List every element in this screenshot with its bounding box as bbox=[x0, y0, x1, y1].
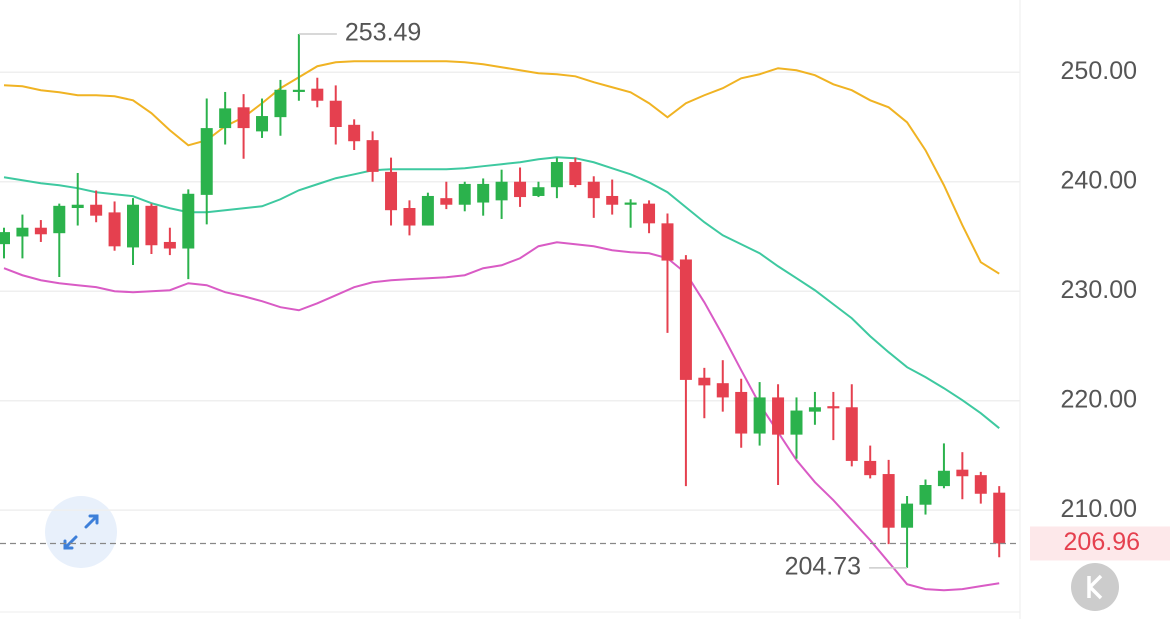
candle-body bbox=[385, 171, 398, 211]
candle-body bbox=[882, 474, 895, 528]
candle-body bbox=[108, 212, 121, 247]
y-tick-label: 240.00 bbox=[1061, 166, 1137, 194]
candle-body bbox=[790, 410, 803, 435]
candle-body bbox=[90, 204, 103, 216]
candle-body bbox=[772, 397, 785, 435]
kline-bg[interactable] bbox=[1071, 563, 1119, 611]
candle-body bbox=[937, 470, 950, 487]
candle-body bbox=[163, 241, 176, 249]
candle-body bbox=[827, 406, 840, 409]
candle-body bbox=[716, 383, 729, 398]
candle-body bbox=[514, 181, 527, 198]
candle-body bbox=[34, 227, 47, 235]
expand-button[interactable] bbox=[45, 496, 117, 568]
candle-body bbox=[735, 391, 748, 434]
candle-body bbox=[993, 492, 1006, 544]
expand-bg[interactable] bbox=[45, 496, 117, 568]
candle-body bbox=[219, 108, 232, 129]
candle-body bbox=[348, 124, 361, 142]
kline-icon[interactable] bbox=[1087, 574, 1103, 600]
kline-button[interactable] bbox=[1071, 563, 1119, 611]
candle-body bbox=[550, 162, 563, 188]
candle-body bbox=[127, 204, 140, 248]
candle-body bbox=[864, 460, 877, 476]
candle-body bbox=[182, 193, 195, 249]
candle-body bbox=[808, 407, 821, 412]
y-tick-label: 210.00 bbox=[1061, 495, 1137, 523]
candle-body bbox=[366, 140, 379, 172]
candle-body bbox=[329, 100, 342, 127]
candle-body bbox=[16, 227, 29, 237]
band-line bbox=[3, 60, 1000, 275]
candle-body bbox=[403, 208, 416, 226]
candle-body bbox=[237, 107, 250, 129]
candle-body bbox=[643, 203, 656, 224]
candle-body bbox=[974, 475, 987, 494]
y-tick-label: 250.00 bbox=[1061, 57, 1137, 85]
candle-body bbox=[679, 259, 692, 380]
candle-body bbox=[71, 204, 84, 209]
band-line bbox=[3, 241, 1000, 592]
candle-body bbox=[606, 195, 619, 205]
candle-body bbox=[661, 223, 674, 261]
candle-body bbox=[901, 503, 914, 528]
candle-body bbox=[845, 407, 858, 461]
y-tick-label: 220.00 bbox=[1061, 385, 1137, 413]
expand-icon[interactable] bbox=[63, 514, 99, 550]
candle-body bbox=[624, 202, 637, 205]
candle-body bbox=[956, 469, 969, 477]
band-line bbox=[3, 156, 1000, 429]
candle-body bbox=[440, 198, 453, 205]
current-price-label: 206.96 bbox=[1064, 528, 1140, 556]
candle-body bbox=[532, 187, 545, 196]
candle-body bbox=[495, 181, 508, 201]
candle-body bbox=[421, 195, 434, 226]
candle-body bbox=[919, 485, 932, 505]
candle-body bbox=[0, 232, 10, 245]
candle-body bbox=[256, 116, 269, 132]
candle-body bbox=[569, 162, 582, 186]
candle-body bbox=[200, 128, 213, 195]
candle-body bbox=[458, 183, 471, 205]
candle-body bbox=[292, 89, 305, 92]
candle-body bbox=[145, 205, 158, 246]
candle-body bbox=[753, 397, 766, 434]
high-label: 253.49 bbox=[345, 19, 421, 47]
low-label: 204.73 bbox=[785, 552, 861, 580]
candle-body bbox=[53, 205, 66, 234]
y-tick-label: 230.00 bbox=[1061, 276, 1137, 304]
candle-body bbox=[311, 88, 324, 101]
candle-body bbox=[477, 183, 490, 203]
candle-body bbox=[698, 377, 711, 386]
candle-body bbox=[274, 89, 287, 118]
current-price-bg bbox=[1030, 526, 1170, 561]
candle-body bbox=[587, 181, 600, 199]
